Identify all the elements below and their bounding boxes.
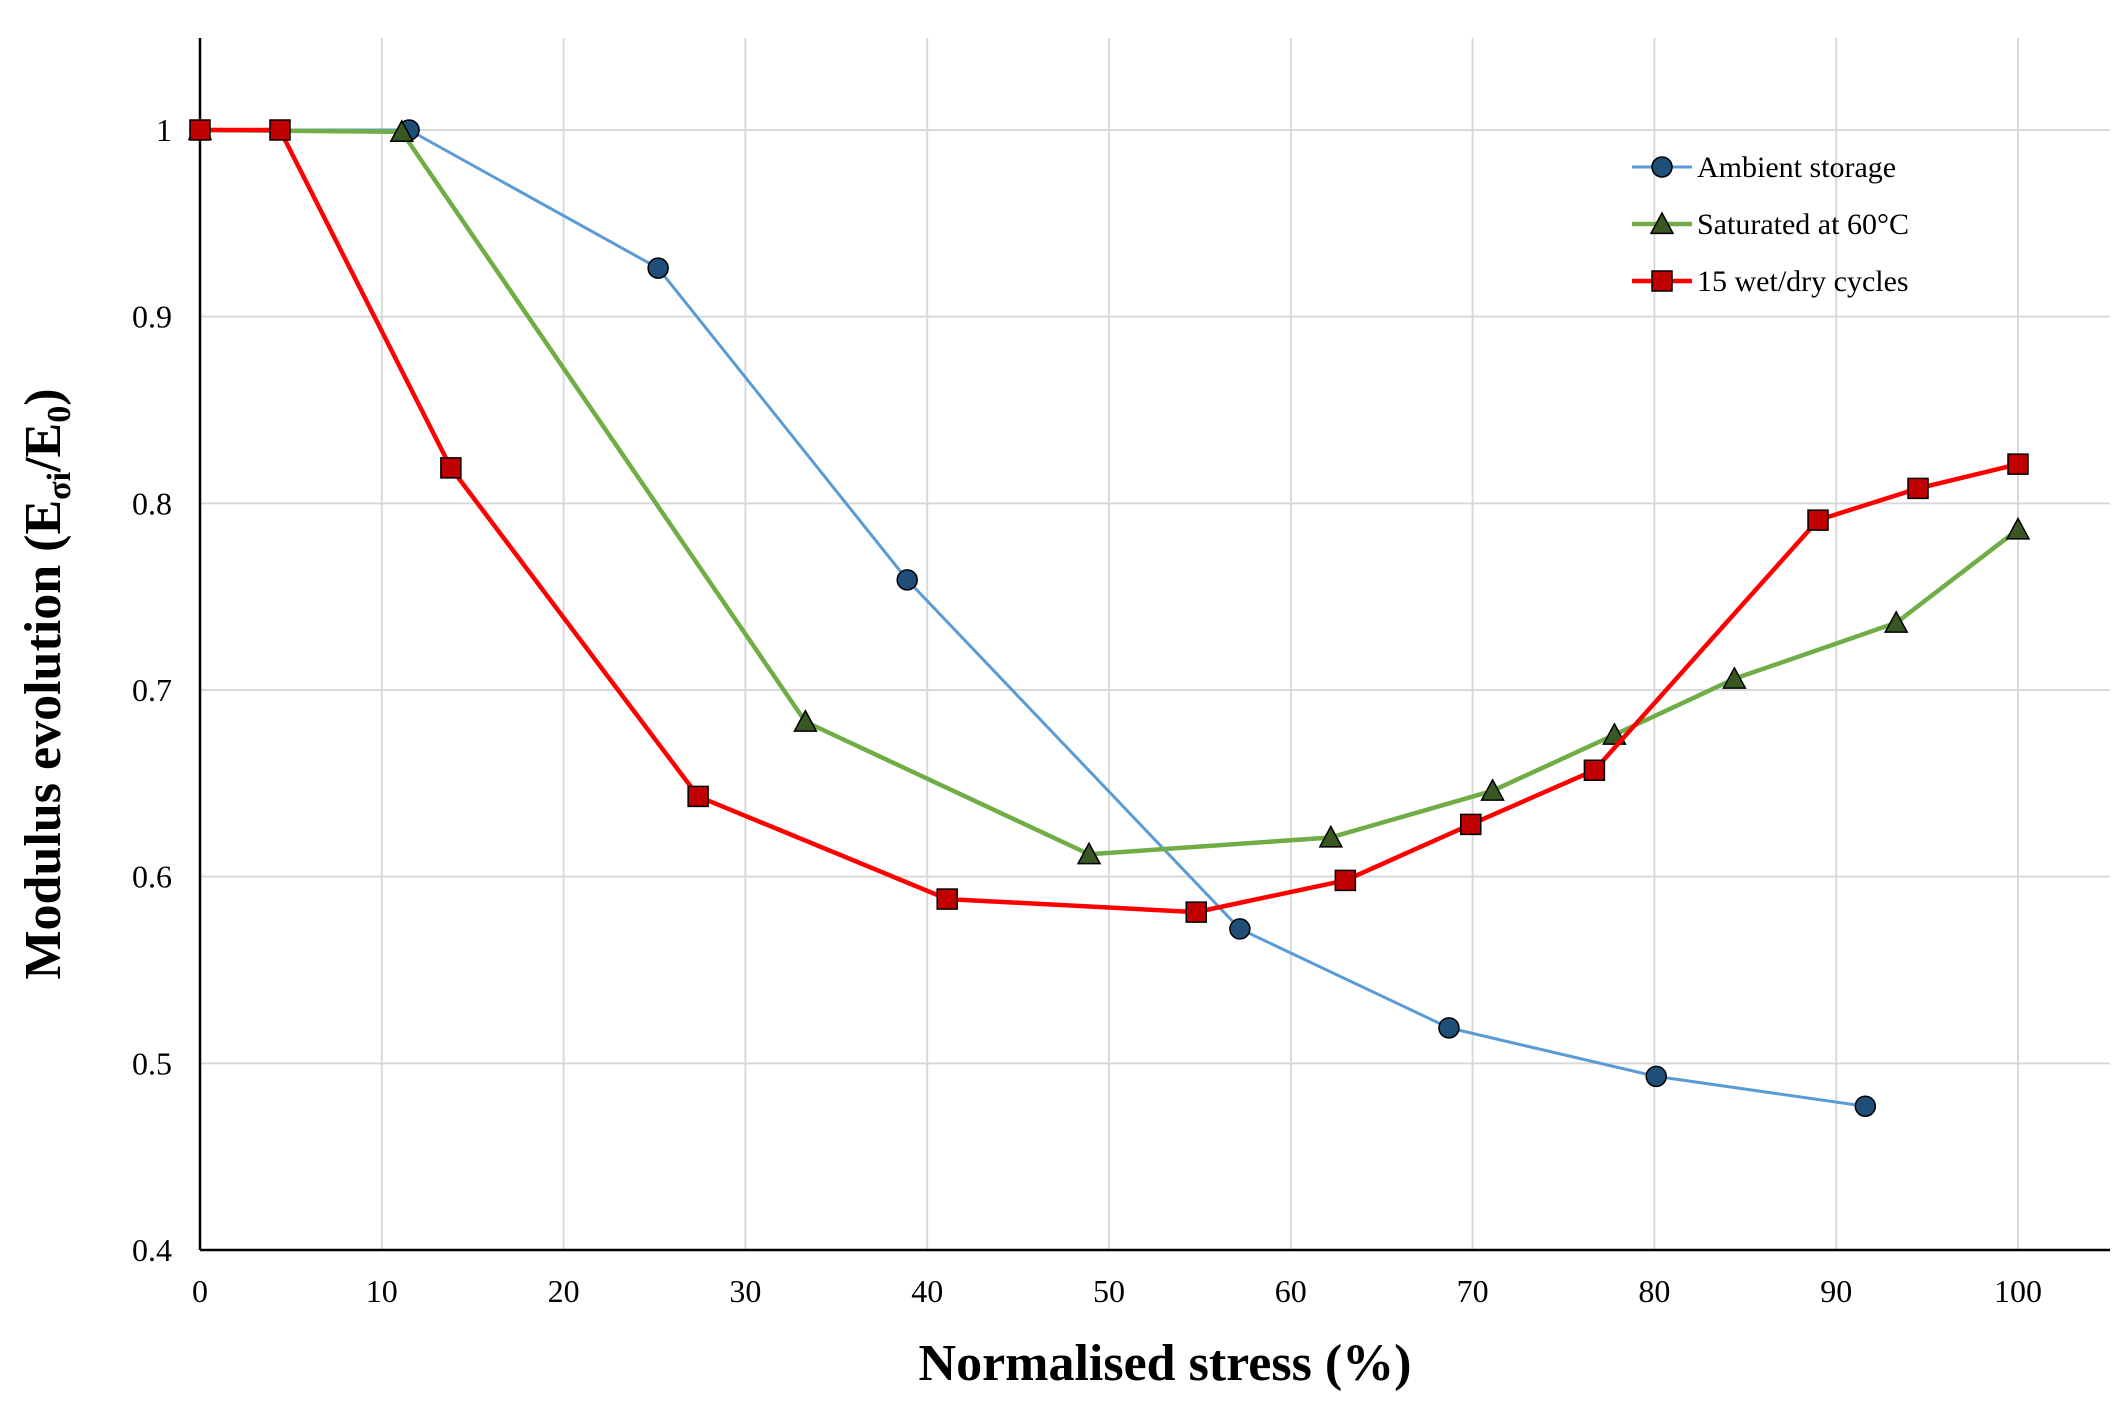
data-point xyxy=(1334,869,1357,892)
data-point xyxy=(1460,813,1482,836)
data-point xyxy=(2005,516,2031,540)
x-tick-label: 50 xyxy=(1093,1273,1125,1309)
data-point xyxy=(1722,666,1747,689)
data-point xyxy=(1185,901,1208,923)
legend: Ambient storage Saturated at 60°C 15 wet/d… xyxy=(1632,151,1909,298)
data-point xyxy=(1583,759,1606,782)
y-tick-label: 0.7 xyxy=(132,672,172,708)
x-tick-label: 90 xyxy=(1820,1273,1852,1309)
y-axis-title-mid: /E xyxy=(15,423,72,473)
series-line xyxy=(200,128,1866,1108)
x-tick-label: 100 xyxy=(1994,1273,2042,1309)
x-tick-label: 70 xyxy=(1457,1273,1489,1309)
data-point xyxy=(2007,453,2029,475)
y-tick-label: 1 xyxy=(156,112,172,148)
y-tick-label: 0.4 xyxy=(132,1232,172,1268)
y-axis-title-sub1: σi xyxy=(41,472,78,500)
y-axis-title-main: Modulus evolution (E xyxy=(15,500,72,980)
y-axis-title-sub2: 0 xyxy=(41,406,78,423)
data-point xyxy=(1229,918,1251,940)
y-tick-label: 0.8 xyxy=(132,485,172,521)
axes xyxy=(198,38,2110,1252)
x-tick-label: 60 xyxy=(1275,1273,1307,1309)
y-tick-label: 0.6 xyxy=(132,859,172,895)
series-2 xyxy=(189,119,2029,923)
legend-marker xyxy=(1651,270,1673,292)
legend-label: Saturated at 60°C xyxy=(1697,208,1909,241)
gridlines xyxy=(200,38,2110,1250)
data-point xyxy=(189,119,211,141)
data-point xyxy=(1480,778,1505,801)
data-point xyxy=(1907,477,1929,500)
data-point xyxy=(647,257,669,279)
x-tick-label: 40 xyxy=(911,1273,943,1309)
data-point xyxy=(1807,509,1829,531)
series-line xyxy=(200,127,2019,915)
y-tick-label: 0.5 xyxy=(132,1045,172,1081)
data-point xyxy=(440,457,462,479)
data-point xyxy=(687,785,709,808)
series-group xyxy=(187,117,2031,1118)
data-point xyxy=(936,888,958,910)
y-axis-title-end: ) xyxy=(15,388,72,405)
tick-labels: 0 10 20 30 40 50 60 70 80 90 100 0.4 0.5 0.6 0.7 0.8 0.9… xyxy=(132,112,2042,1309)
data-point xyxy=(1438,1017,1460,1039)
legend-marker xyxy=(1651,156,1673,178)
legend-label: Ambient storage xyxy=(1697,151,1896,184)
x-tick-label: 30 xyxy=(729,1273,761,1309)
data-point xyxy=(896,569,918,591)
series-line xyxy=(199,127,2020,857)
y-axis-title: Modulus evolution (Eσi/E0) xyxy=(15,388,78,979)
legend-marker xyxy=(1649,211,1675,235)
data-point xyxy=(389,119,415,142)
legend-item-1: Saturated at 60°C xyxy=(1632,208,1909,241)
data-point xyxy=(1076,841,1102,865)
data-point xyxy=(269,119,291,141)
x-tick-label: 10 xyxy=(366,1273,398,1309)
data-point xyxy=(1318,824,1344,848)
y-tick-label: 0.9 xyxy=(132,299,172,335)
legend-item-0: Ambient storage xyxy=(1632,151,1896,184)
series-0 xyxy=(189,119,1877,1118)
legend-item-2: 15 wet/dry cycles xyxy=(1632,265,1909,298)
x-axis-title: Normalised stress (%) xyxy=(919,1335,1412,1392)
x-tick-label: 0 xyxy=(192,1273,208,1309)
data-point xyxy=(793,709,818,732)
x-tick-label: 80 xyxy=(1638,1273,1670,1309)
data-point xyxy=(1883,610,1909,633)
data-point xyxy=(1854,1095,1877,1118)
data-point xyxy=(1645,1065,1667,1088)
legend-label: 15 wet/dry cycles xyxy=(1697,265,1909,298)
x-tick-label: 20 xyxy=(548,1273,580,1309)
